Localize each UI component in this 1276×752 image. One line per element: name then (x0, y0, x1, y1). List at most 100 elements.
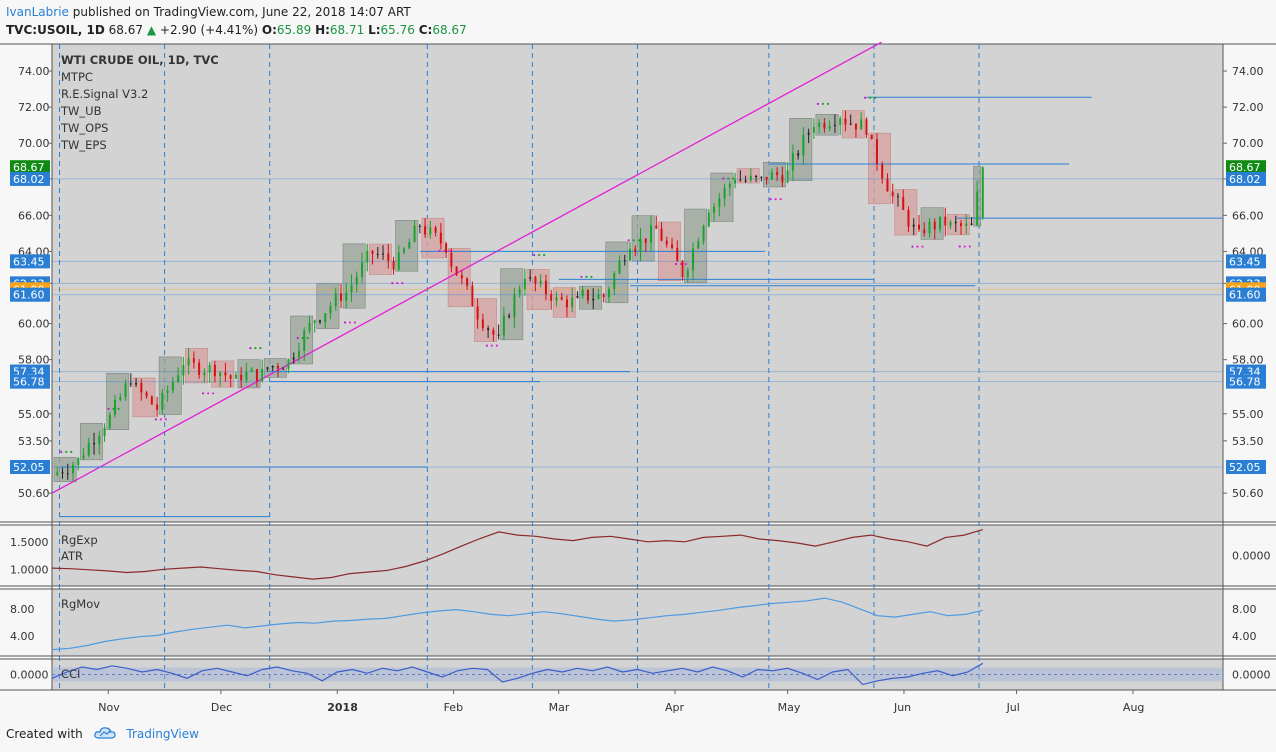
candle-body (917, 224, 920, 230)
candle-body (182, 365, 185, 376)
candle-body (865, 119, 868, 135)
left-price-tick: 60.00 (18, 318, 50, 331)
candle-body (392, 260, 395, 270)
candle-body (245, 371, 248, 381)
signal-dot (727, 177, 730, 180)
signal-dot (585, 275, 588, 278)
signal-dot (343, 321, 347, 324)
left-price-tick: 74.00 (18, 65, 50, 78)
candle-body (271, 366, 274, 368)
candle-body (592, 298, 595, 301)
time-axis-label: Aug (1123, 701, 1144, 714)
right-price-tick: 66.00 (1232, 209, 1264, 222)
time-axis-label: 2018 (327, 701, 358, 714)
signal-dot (202, 392, 205, 395)
weekly-up-box (710, 172, 734, 222)
candle-body (833, 124, 836, 127)
rgmov-line[interactable] (51, 597, 983, 651)
signal-dot (911, 245, 914, 248)
rgexp-legend-atr: ATR (61, 549, 83, 563)
rgexp-legend-rgexp: RgExp (61, 533, 98, 547)
weekly-down-box (421, 217, 445, 259)
candles (56, 96, 984, 482)
weekly-up-box (158, 356, 182, 415)
signal-dot (117, 407, 120, 410)
candle-body (718, 198, 721, 207)
legend-item-r-e-signal-v3-2: R.E.Signal V3.2 (61, 87, 148, 101)
candle-body (744, 180, 747, 182)
weekly-up-box (500, 268, 524, 341)
signal-dot (963, 245, 966, 248)
low-value: 65.76 (380, 23, 415, 37)
candle-body (376, 253, 379, 255)
candle-body (382, 253, 385, 255)
candle-body (56, 472, 59, 476)
candle-body (366, 250, 369, 263)
signal-dot (391, 281, 394, 285)
signal-dot (864, 96, 867, 99)
candle-body (565, 299, 568, 308)
candle-body (923, 229, 926, 234)
created-with-text: Created with (6, 727, 83, 741)
signal-dot (70, 450, 73, 453)
signal-dot (249, 347, 252, 350)
candle-body (387, 253, 390, 261)
ascending-trendline[interactable] (51, 41, 882, 494)
left-price-tick: 55.00 (18, 408, 50, 421)
weekly-range-boxes (53, 110, 982, 483)
candle-body (198, 362, 201, 376)
weekly-down-box (132, 377, 156, 418)
candle-body (292, 357, 295, 360)
left-price-badge-label: 52.05 (13, 461, 45, 474)
close-value: 68.67 (432, 23, 467, 37)
signal-dot (627, 239, 630, 242)
open-label: O: (261, 23, 277, 37)
left-price-badge (10, 254, 50, 269)
candle-body (508, 315, 511, 318)
candle-body (502, 315, 505, 336)
signal-dot (533, 253, 536, 257)
author-link[interactable]: IvanLabrie (6, 5, 69, 19)
candle-body (602, 294, 605, 298)
candle-body (854, 123, 857, 130)
candle-body (912, 224, 915, 227)
candle-body (702, 226, 705, 242)
right-price-badge-label: 68.67 (1229, 161, 1261, 174)
candle-body (534, 277, 537, 284)
signal-dot (779, 198, 782, 201)
weekly-down-box (185, 347, 208, 384)
candle-body (944, 216, 947, 226)
candle-body (250, 369, 253, 372)
cci-line[interactable] (51, 662, 984, 686)
signal-dot (816, 102, 820, 105)
indicator-right-tick: 0.0000 (1232, 550, 1271, 563)
left-price-badge-label: 56.78 (13, 376, 45, 389)
candle-body (891, 191, 894, 197)
candle-body (697, 241, 700, 249)
left-price-tick: 50.60 (18, 487, 50, 500)
weekly-up-box (920, 207, 944, 240)
candle-body (87, 443, 90, 456)
candle-body (192, 358, 195, 363)
left-price-badge (10, 171, 50, 186)
signal-dot (958, 245, 961, 248)
candle-body (466, 278, 469, 286)
candle-body (734, 179, 737, 184)
rgexp-line[interactable] (51, 529, 983, 580)
tradingview-brand-link[interactable]: TradingView (126, 727, 199, 741)
candle-body (597, 294, 600, 299)
candle-body (933, 221, 936, 230)
candle-body (98, 436, 101, 445)
candle-body (902, 197, 905, 210)
left-price-badge-label: 68.02 (13, 173, 45, 186)
candle-body (429, 227, 432, 235)
candle-body (413, 225, 416, 242)
candle-body (77, 458, 80, 466)
candle-body (224, 372, 227, 376)
weekly-down-box (868, 132, 892, 205)
candle-body (807, 132, 810, 135)
change-value: +2.90 (+4.41%) (159, 23, 259, 37)
candle-body (103, 427, 106, 437)
candle-body (681, 261, 684, 278)
